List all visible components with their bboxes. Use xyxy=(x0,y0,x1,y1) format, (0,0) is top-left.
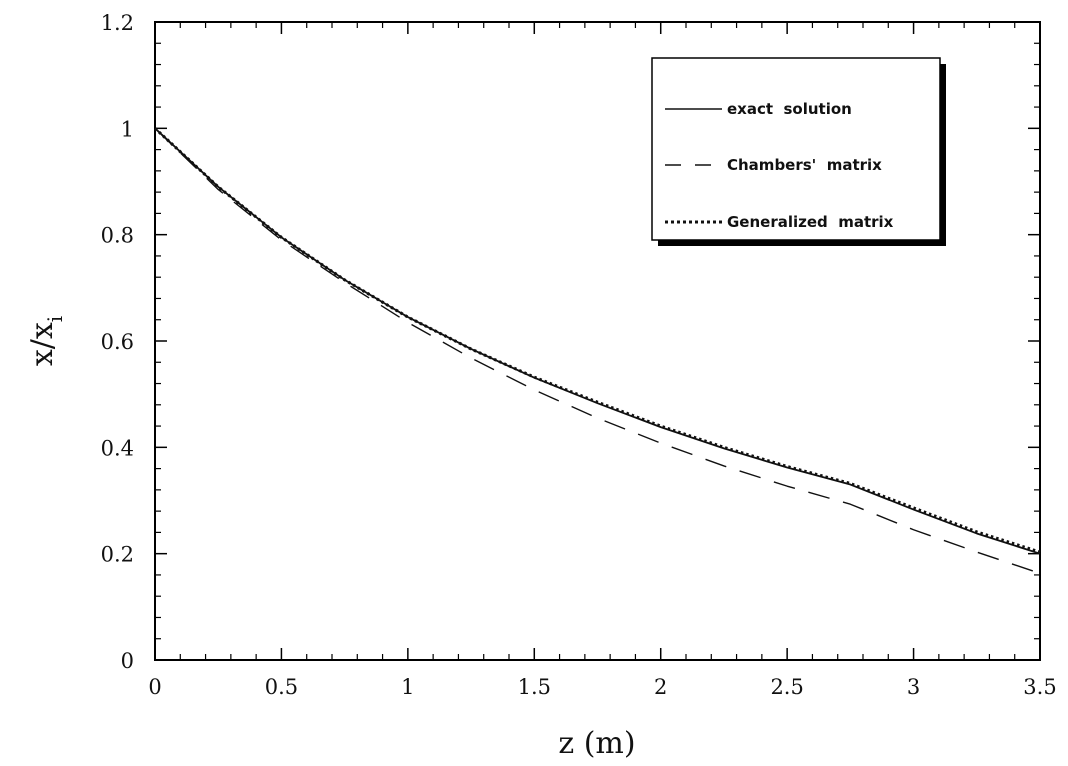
tick-labels: 0 0.5 1 1.5 2 2.5 3 3.5 0 0.2 0.4 0.6 0.8 1 1.2 xyxy=(101,11,1057,699)
y-axis-title-main: x/x xyxy=(25,322,60,366)
axis-ticks xyxy=(154,21,1041,661)
y-tick-label: 0.4 xyxy=(101,436,134,460)
svg-text:x/xi: x/xi xyxy=(25,316,67,366)
series-lines xyxy=(153,127,1041,575)
x-tick-label: 2 xyxy=(654,675,667,699)
legend-label-generalized-matrix: Generalized matrix xyxy=(727,213,894,231)
x-axis-title: z (m) xyxy=(558,726,635,761)
y-tick-label: 0.6 xyxy=(101,330,134,354)
x-tick-label: 2.5 xyxy=(770,675,803,699)
x-tick-label: 3 xyxy=(907,675,920,699)
legend-label-exact-solution: exact solution xyxy=(727,100,852,118)
y-tick-label: 0.8 xyxy=(101,224,134,248)
y-tick-label: 1 xyxy=(121,117,134,141)
legend-label-chambers-matrix: Chambers' matrix xyxy=(727,156,882,174)
series-line-chambers-matrix xyxy=(154,127,1041,575)
x-tick-label: 0.5 xyxy=(265,675,298,699)
legend-box xyxy=(651,57,941,241)
series-line-generalized-matrix xyxy=(153,127,1041,554)
x-tick-label: 1.5 xyxy=(518,675,551,699)
y-axis-title-subscript: i xyxy=(43,316,67,322)
y-tick-label: 0.2 xyxy=(101,543,134,567)
y-tick-label: 1.2 xyxy=(101,11,134,35)
y-axis-title: x/xi xyxy=(25,316,67,366)
x-tick-label: 1 xyxy=(401,675,414,699)
legend: exact solution Chambers' matrix Generali… xyxy=(651,57,946,246)
x-tick-label: 0 xyxy=(148,675,161,699)
x-tick-label: 3.5 xyxy=(1023,675,1056,699)
y-tick-label: 0 xyxy=(121,649,134,673)
